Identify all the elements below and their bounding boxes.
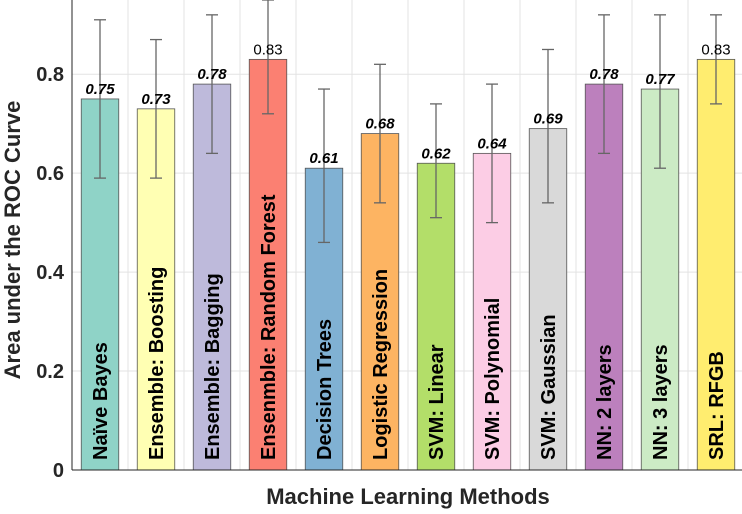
- bar-group: 0.64 SVM: Polynomial: [472, 83, 512, 471]
- bar-value-label: 0.64: [477, 135, 507, 152]
- bar-category-label: Ensenmble: Random Forest: [258, 194, 280, 460]
- bar-group: 0.69 SVM: Gaussian: [528, 48, 568, 471]
- y-tick-label: 0.8: [36, 64, 64, 86]
- y-axis-title: Area under the ROC Curve: [0, 101, 25, 380]
- y-tick-label: 0: [53, 460, 64, 482]
- bar-value-label: 0.83: [701, 41, 730, 58]
- bar-category-label: Ensemble: Bagging: [202, 273, 224, 460]
- bar-group: 0.61 Decision Trees: [304, 88, 344, 471]
- bar-category-label: SVM: Linear: [426, 344, 448, 460]
- bar-group: 0.75 Naïve Bayes: [80, 19, 120, 471]
- y-tick-label: 0.2: [36, 361, 64, 383]
- bar-category-label: NN: 2 layers: [594, 344, 616, 460]
- bar-category-label: SVM: Gaussian: [538, 314, 560, 460]
- bar-value-label: 0.69: [533, 111, 563, 128]
- bar-category-label: Logistic Regression: [370, 269, 392, 460]
- x-axis-title: Machine Learning Methods: [266, 484, 550, 509]
- bar: [192, 83, 232, 471]
- grid-lines: [72, 0, 742, 471]
- bar-value-label: 0.68: [365, 116, 395, 133]
- y-tick-label: 0.6: [36, 163, 64, 185]
- bar-value-label: 0.77: [645, 71, 675, 88]
- bar-group: 0.83 SRL: RFGB: [696, 14, 736, 471]
- bar-category-label: SRL: RFGB: [706, 351, 728, 460]
- axes: 0 0.2 0.4 0.6 0.8: [36, 0, 742, 482]
- bar-value-label: 0.61: [309, 150, 338, 167]
- bar-group: 0.78 NN: 2 layers: [584, 14, 624, 471]
- bar-category-label: NN: 3 layers: [650, 344, 672, 460]
- bar-value-label: 0.73: [141, 91, 171, 108]
- bar-category-label: Decision Trees: [314, 319, 336, 460]
- bar-category-label: Ensemble: Boosting: [146, 267, 168, 460]
- bar: [248, 58, 288, 471]
- bar-value-label: 0.62: [421, 145, 451, 162]
- bar-group: 0.73 Ensemble: Boosting: [136, 38, 176, 471]
- bar-value-label: 0.75: [85, 81, 115, 98]
- bar-category-label: Naïve Bayes: [90, 342, 112, 460]
- bar-group: 0.62 SVM: Linear: [416, 103, 456, 471]
- bar-group: 0.83 Ensenmble: Random Forest: [248, 0, 288, 471]
- bar-value-label: 0.78: [197, 66, 227, 83]
- bar-group: 0.68 Logistic Regression: [360, 63, 400, 471]
- bar: [696, 58, 736, 471]
- bar-category-label: SVM: Polynomial: [482, 298, 504, 460]
- bar-value-label: 0.78: [589, 66, 619, 83]
- y-tick-label: 0.4: [36, 262, 65, 284]
- bar-value-label: 0.83: [253, 41, 282, 58]
- bar-group: 0.78 Ensemble: Bagging: [192, 14, 232, 471]
- bar-group: 0.77 NN: 3 layers: [640, 14, 680, 471]
